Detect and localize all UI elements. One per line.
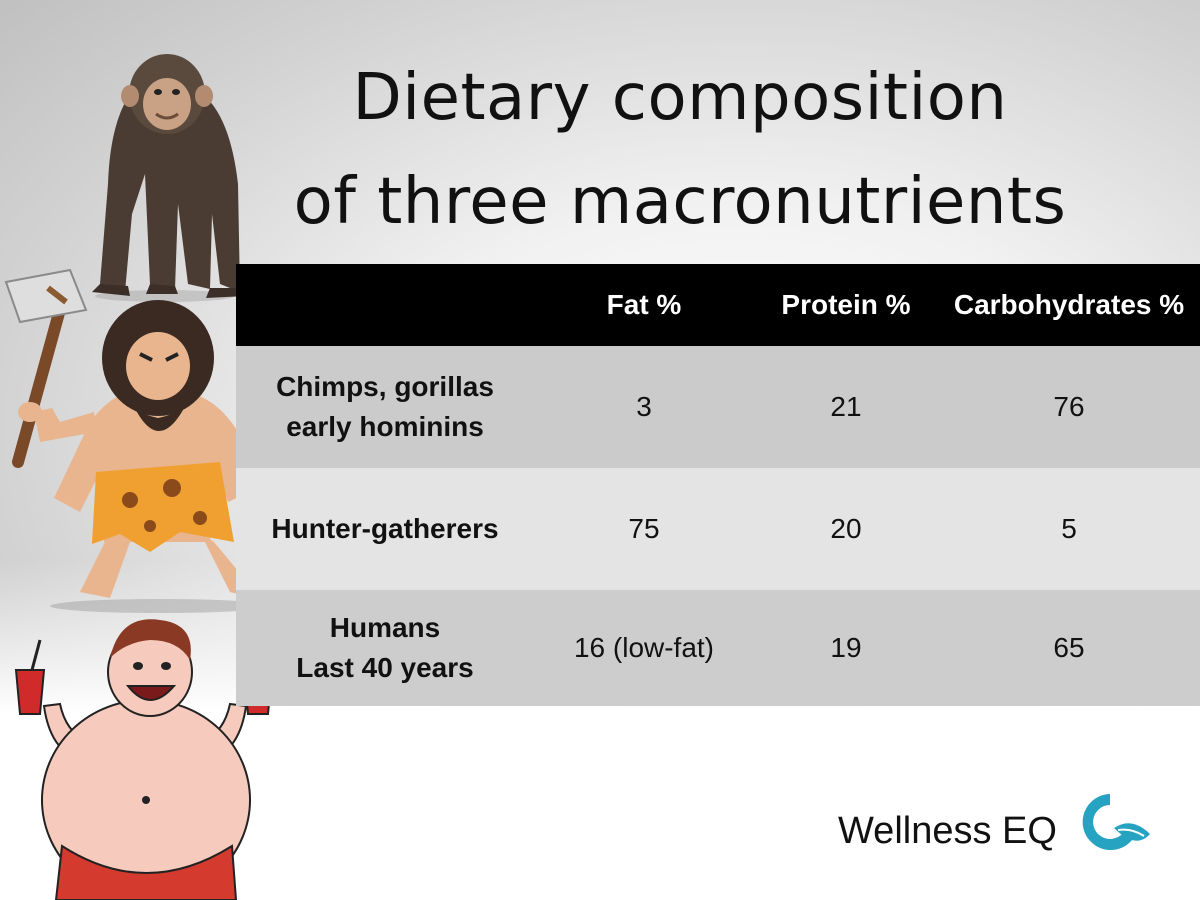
header-fat: Fat % [606, 289, 682, 320]
fat-cell: 16 (low-fat) [573, 632, 715, 663]
title-line-2: of three macronutrients [293, 165, 1067, 239]
group-label-line: Chimps, gorillas [276, 371, 494, 402]
page-title: Dietary composition of three macronutrie… [270, 46, 1090, 254]
fat-cell: 75 [628, 513, 660, 544]
protein-cell: 21 [830, 391, 862, 422]
header-protein: Protein % [781, 289, 911, 320]
fat-cell: 3 [636, 391, 652, 422]
chimpanzee-illustration [92, 54, 246, 302]
group-label-line: early hominins [286, 411, 484, 442]
carbohydrates-cell: 5 [1061, 513, 1077, 544]
carbohydrates-cell: 65 [1053, 632, 1085, 663]
caveman-illustration [4, 268, 270, 613]
table-header-row: Fat % Protein % Carbohydrates % [236, 264, 1200, 346]
group-cell: Humans Last 40 years [236, 590, 534, 706]
wellness-eq-logo-icon [1082, 794, 1150, 850]
table-row: Hunter-gatherers 75 20 5 [236, 468, 1200, 590]
overweight-man-illustration [14, 619, 274, 900]
protein-cell: 19 [830, 632, 862, 663]
protein-cell: 20 [830, 513, 862, 544]
group-cell: Chimps, gorillas early hominins [236, 346, 534, 468]
carbohydrates-cell: 76 [1053, 391, 1085, 422]
group-label-line: Last 40 years [296, 652, 474, 683]
group-label-line: Hunter-gatherers [271, 513, 499, 544]
table-row: Chimps, gorillas early hominins 3 21 76 [236, 346, 1200, 468]
macronutrient-table: Fat % Protein % Carbohydrates % Chimps, … [236, 264, 1200, 706]
title-line-1: Dietary composition [352, 61, 1008, 135]
header-carbohydrates: Carbohydrates % [953, 289, 1185, 320]
group-cell: Hunter-gatherers [236, 468, 534, 590]
header-group [236, 264, 534, 346]
group-label-line: Humans [329, 612, 441, 643]
brand-name: Wellness EQ [838, 810, 1057, 852]
table-row: Humans Last 40 years 16 (low-fat) 19 65 [236, 590, 1200, 706]
